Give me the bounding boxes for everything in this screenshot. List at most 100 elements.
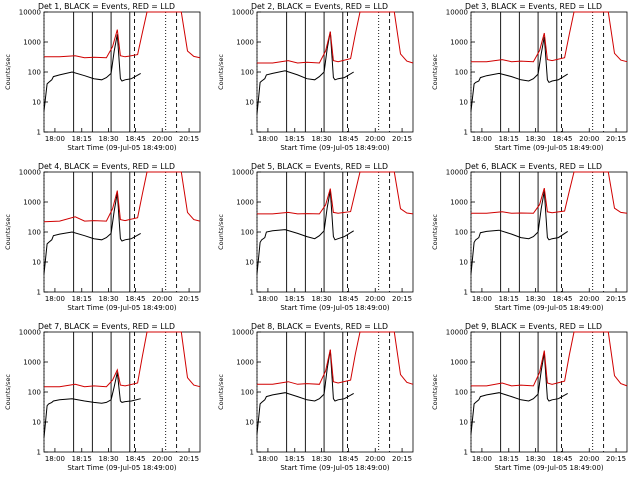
x-tick-label: 18:15: [72, 135, 92, 143]
y-tick-label: 1: [37, 288, 41, 296]
x-tick-label: 18:45: [552, 135, 572, 143]
x-tick-label: 20:00: [366, 135, 386, 143]
x-tick-label: 18:30: [99, 455, 119, 463]
x-tick-label: 18:00: [258, 455, 278, 463]
y-tick-label: 100: [28, 69, 41, 77]
y-axis-label: Counts/sec: [4, 54, 12, 90]
x-tick-label: 18:45: [552, 455, 572, 463]
detector-chart-9: 1 10 100 1000 10000 18:00 18:15 18:30 18:45 20:00…: [431, 322, 628, 472]
y-tick-label: 100: [241, 389, 254, 397]
y-tick-label: 100: [28, 229, 41, 237]
y-axis-label: Counts/sec: [431, 214, 439, 250]
y-tick-label: 10000: [19, 329, 41, 337]
x-axis-label: Start Time (09-Jul-05 18:49:00): [494, 304, 604, 312]
chart-title: Det 6, BLACK = Events, RED = LLD: [465, 162, 602, 171]
y-axis-label: Counts/sec: [4, 214, 12, 250]
x-axis-label: Start Time (09-Jul-05 18:49:00): [67, 304, 177, 312]
y-tick-label: 1: [37, 448, 41, 456]
y-tick-label: 100: [454, 69, 467, 77]
x-tick-label: 18:30: [99, 295, 119, 303]
y-tick-label: 10000: [19, 169, 41, 177]
series-line-red: [43, 171, 201, 223]
y-tick-label: 1: [37, 128, 41, 136]
x-tick-label: 18:15: [498, 135, 518, 143]
series-line-black: [470, 352, 568, 434]
series-line-black: [43, 372, 141, 438]
chart-title: Det 9, BLACK = Events, RED = LLD: [465, 322, 602, 331]
y-tick-label: 1: [463, 448, 467, 456]
x-tick-label: 20:00: [366, 455, 386, 463]
detector-chart-5: 1 10 100 1000 10000 18:00 18:15 18:30 18:45 20:00…: [217, 162, 414, 312]
detector-chart-8: 1 10 100 1000 10000 18:00 18:15 18:30 18:45 20:00…: [217, 322, 414, 472]
y-tick-label: 100: [454, 229, 467, 237]
detector-chart-6: 1 10 100 1000 10000 18:00 18:15 18:30 18:45 20:00…: [431, 162, 628, 312]
x-tick-label: 18:30: [312, 455, 332, 463]
y-tick-label: 1000: [23, 199, 41, 207]
x-tick-label: 18:00: [45, 455, 65, 463]
x-tick-label: 18:00: [45, 135, 65, 143]
x-tick-label: 20:00: [152, 455, 172, 463]
x-tick-label: 20:00: [579, 135, 599, 143]
y-tick-label: 1000: [450, 199, 468, 207]
x-axis-label: Start Time (09-Jul-05 18:49:00): [281, 144, 391, 152]
x-axis-label: Start Time (09-Jul-05 18:49:00): [281, 464, 391, 472]
x-tick-label: 20:15: [179, 295, 199, 303]
x-tick-label: 18:15: [285, 455, 305, 463]
x-tick-label: 18:45: [339, 295, 359, 303]
y-tick-label: 1: [250, 288, 254, 296]
x-tick-label: 20:15: [606, 455, 626, 463]
x-tick-label: 18:00: [45, 295, 65, 303]
x-axis-label: Start Time (09-Jul-05 18:49:00): [494, 144, 604, 152]
y-tick-label: 10000: [445, 169, 467, 177]
y-tick-label: 10000: [445, 329, 467, 337]
x-tick-label: 20:15: [392, 135, 412, 143]
y-tick-label: 1: [463, 288, 467, 296]
x-tick-label: 18:30: [525, 135, 545, 143]
series-line-red: [470, 11, 627, 63]
x-tick-label: 18:30: [99, 135, 119, 143]
x-axis-label: Start Time (09-Jul-05 18:49:00): [67, 464, 177, 472]
chart-title: Det 1, BLACK = Events, RED = LLD: [38, 2, 175, 11]
y-axis-label: Counts/sec: [431, 374, 439, 410]
y-tick-label: 100: [241, 229, 254, 237]
y-tick-label: 10: [32, 418, 41, 426]
x-tick-label: 18:00: [258, 295, 278, 303]
x-axis-label: Start Time (09-Jul-05 18:49:00): [67, 144, 177, 152]
y-tick-label: 1000: [450, 39, 468, 47]
x-tick-label: 20:00: [579, 295, 599, 303]
x-tick-label: 20:00: [152, 295, 172, 303]
x-tick-label: 20:00: [366, 295, 386, 303]
series-line-black: [43, 34, 141, 112]
x-tick-label: 20:15: [179, 135, 199, 143]
y-axis-label: Counts/sec: [431, 54, 439, 90]
detector-chart-2: 1 10 100 1000 10000 18:00 18:15 18:30 18:45 20:00…: [217, 2, 414, 152]
x-tick-label: 18:45: [552, 295, 572, 303]
chart-title: Det 8, BLACK = Events, RED = LLD: [251, 322, 388, 331]
series-line-black: [43, 192, 141, 274]
y-tick-label: 10000: [232, 329, 254, 337]
y-tick-label: 10: [459, 258, 468, 266]
y-axis-label: Counts/sec: [217, 214, 225, 250]
x-axis-label: Start Time (09-Jul-05 18:49:00): [281, 304, 391, 312]
y-tick-label: 10: [245, 418, 254, 426]
y-tick-label: 1000: [237, 39, 255, 47]
x-tick-label: 18:00: [472, 135, 492, 143]
y-tick-label: 1: [250, 128, 254, 136]
series-line-red: [257, 11, 414, 64]
x-tick-label: 18:15: [498, 295, 518, 303]
chart-title: Det 3, BLACK = Events, RED = LLD: [465, 2, 602, 11]
x-tick-label: 18:00: [472, 295, 492, 303]
x-tick-label: 18:45: [339, 455, 359, 463]
x-tick-label: 18:15: [285, 295, 305, 303]
x-tick-label: 20:00: [152, 135, 172, 143]
x-tick-label: 20:15: [392, 295, 412, 303]
y-tick-label: 10000: [445, 9, 467, 17]
y-tick-label: 1000: [237, 359, 255, 367]
y-tick-label: 1000: [450, 359, 468, 367]
detector-chart-7: 1 10 100 1000 10000 18:00 18:15 18:30 18:45 20:00…: [4, 322, 201, 472]
x-tick-label: 18:30: [312, 295, 332, 303]
y-tick-label: 100: [28, 389, 41, 397]
x-tick-label: 18:30: [525, 295, 545, 303]
series-line-red: [257, 171, 414, 215]
